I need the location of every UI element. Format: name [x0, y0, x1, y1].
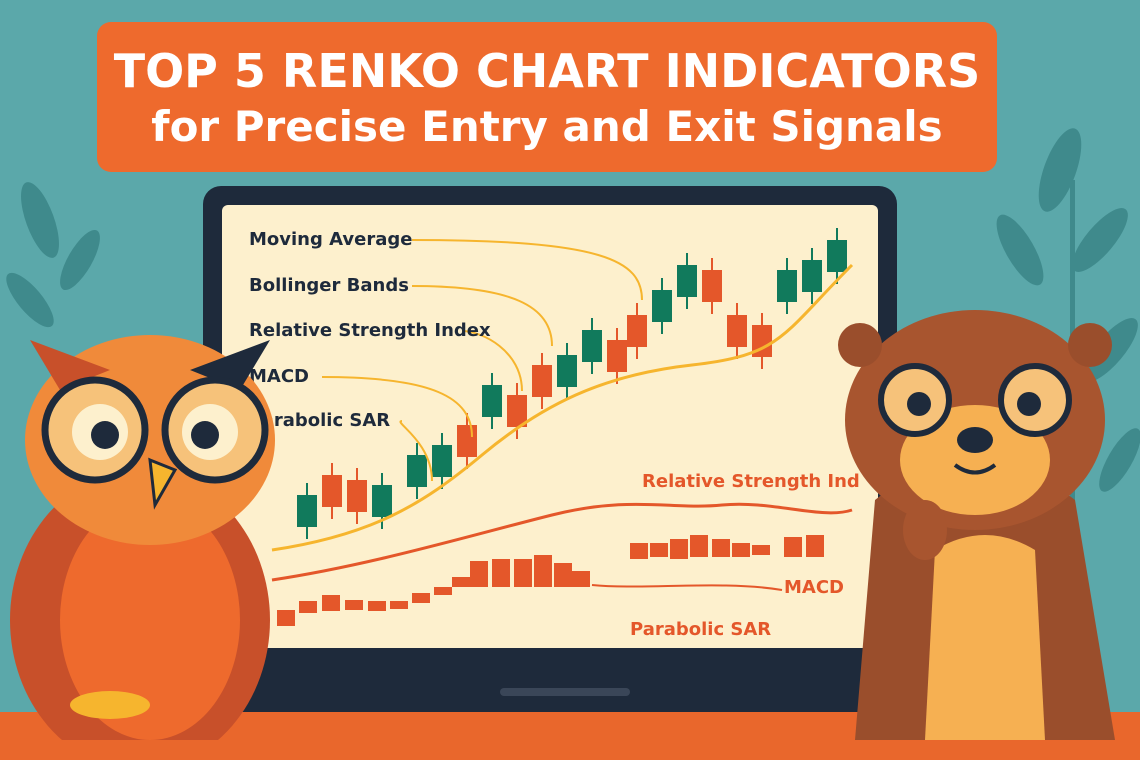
macd-histogram-bar [368, 601, 386, 611]
label-pointer-line [461, 330, 523, 392]
bullish-candle [777, 270, 797, 302]
bearish-candle [607, 340, 627, 372]
label-pointer-line [399, 420, 433, 482]
label-pointer-line [411, 239, 643, 301]
bearish-candle [532, 365, 552, 397]
macd-histogram-bar [322, 595, 340, 611]
macd-line [591, 584, 783, 591]
bullish-candle [432, 445, 452, 477]
owl-character [10, 335, 275, 740]
bullish-candle [297, 495, 317, 527]
subtitle: for Precise Entry and Exit Signals [151, 102, 943, 151]
macd-histogram-bar [345, 600, 363, 610]
moving-average-line [271, 263, 854, 552]
bullish-candle [407, 455, 427, 487]
bearish-candle [702, 270, 722, 302]
renko-chart [271, 228, 854, 626]
label-rsi: Relative Strength Index [249, 320, 491, 341]
macd-histogram-bar [390, 601, 408, 609]
bearish-candle [627, 315, 647, 347]
macd-histogram-bar [470, 561, 488, 587]
psar-panel-label: Parabolic SAR [630, 619, 772, 640]
macd-histogram-bar [534, 555, 552, 587]
macd-panel-label: MACD [784, 577, 844, 598]
title: TOP 5 RENKO CHART INDICATORS [113, 44, 981, 98]
macd-histogram-bar [752, 545, 770, 555]
bearish-candle [347, 480, 367, 512]
macd-histogram-bar [434, 587, 452, 595]
macd-histogram-bar [670, 539, 688, 559]
label-pointer-line [411, 285, 553, 347]
macd-histogram-bar [277, 610, 295, 626]
macd-histogram-bar [630, 543, 648, 559]
bullish-candle [677, 265, 697, 297]
macd-histogram-bar [732, 543, 750, 557]
macd-histogram-bar [412, 593, 430, 603]
title-banner: TOP 5 RENKO CHART INDICATORS for Precise… [97, 22, 997, 172]
laptop-base [140, 668, 980, 720]
macd-histogram-bar [554, 563, 572, 587]
macd-histogram-bar [806, 535, 824, 557]
bearish-candle [507, 395, 527, 427]
laptop-screen: Moving Average Bollinger Bands Relative … [222, 205, 878, 648]
bearish-candle [727, 315, 747, 347]
macd-histogram-bar [452, 577, 470, 587]
label-macd: MACD [249, 366, 309, 387]
macd-histogram-bar [572, 571, 590, 587]
bullish-candle [802, 260, 822, 292]
bullish-candle [482, 385, 502, 417]
rsi-panel-label: Relative Strength Ind [642, 471, 860, 492]
bearish-candle [457, 425, 477, 457]
rsi-line [271, 502, 853, 582]
macd-histogram-bar [712, 539, 730, 557]
label-moving-average: Moving Average [249, 229, 413, 250]
macd-histogram-bar [299, 601, 317, 613]
bearish-candle [322, 475, 342, 507]
label-parabolic-sar: Parabolic SAR [249, 410, 391, 431]
bullish-candle [372, 485, 392, 517]
macd-histogram-bar [514, 559, 532, 587]
macd-histogram-bar [650, 543, 668, 557]
macd-histogram-bar [492, 559, 510, 587]
otter-character [838, 310, 1115, 740]
macd-histogram-bar [690, 535, 708, 557]
bullish-candle [827, 240, 847, 272]
label-bollinger-bands: Bollinger Bands [249, 275, 409, 296]
trackpad-notch [500, 688, 630, 696]
bullish-candle [557, 355, 577, 387]
label-pointer-line [321, 376, 473, 438]
bullish-candle [652, 290, 672, 322]
macd-histogram-bar [784, 537, 802, 557]
bullish-candle [582, 330, 602, 362]
